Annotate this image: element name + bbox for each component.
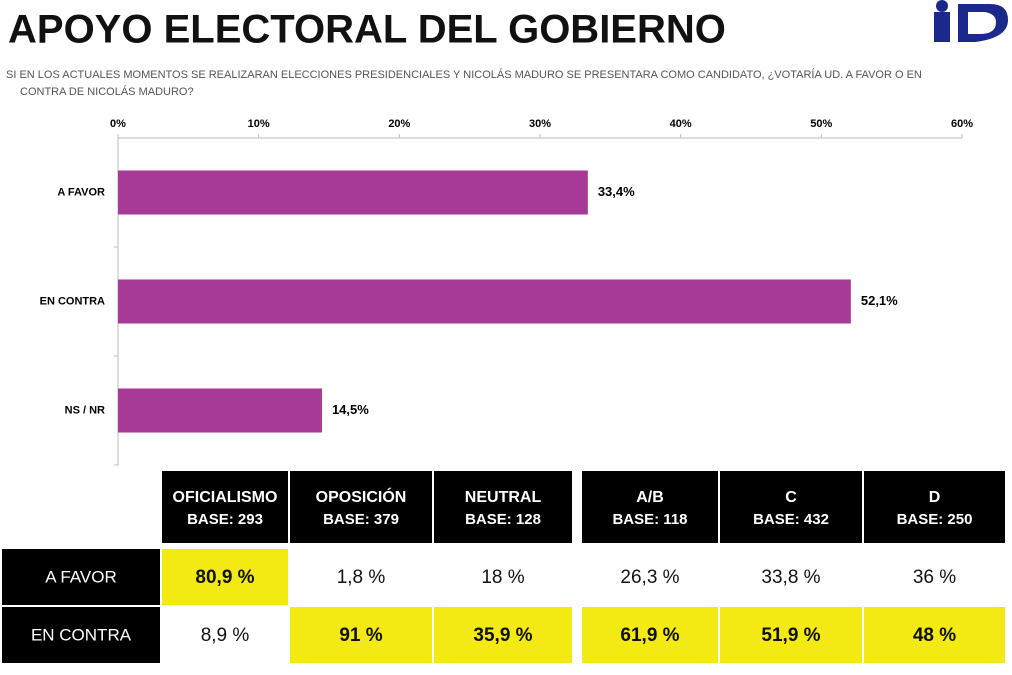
title: APOYO ELECTORAL DEL GOBIERNO bbox=[8, 8, 726, 52]
header-cell bbox=[720, 471, 862, 543]
cell-text: 61,9 % bbox=[620, 625, 679, 646]
bar bbox=[118, 279, 851, 324]
data-label: 52,1% bbox=[861, 293, 898, 308]
cell-text: 36 % bbox=[913, 567, 956, 588]
row-label: A FAVOR bbox=[45, 567, 117, 586]
x-tick-label: 50% bbox=[810, 118, 832, 130]
x-tick-label: 20% bbox=[388, 118, 410, 130]
header-text: C bbox=[785, 489, 797, 506]
table-cell bbox=[434, 607, 572, 663]
x-tick-label: 60% bbox=[951, 118, 973, 130]
cell-text: 91 % bbox=[339, 625, 382, 646]
x-tick-label: 10% bbox=[248, 118, 270, 130]
table-cell bbox=[720, 549, 862, 605]
logo bbox=[934, 0, 1008, 42]
header-cell bbox=[864, 471, 1005, 543]
cell-text: 51,9 % bbox=[761, 625, 820, 646]
cell-text: 80,9 % bbox=[195, 567, 254, 588]
table-cell bbox=[162, 549, 288, 605]
header-text: A/B bbox=[636, 489, 664, 506]
header-text: BASE: 118 bbox=[612, 511, 687, 528]
table-cell bbox=[290, 607, 432, 663]
cell-text: 35,9 % bbox=[473, 625, 532, 646]
header-text: BASE: 293 bbox=[187, 511, 263, 528]
subtitle: CONTRA DE NICOLÁS MADURO? bbox=[20, 85, 194, 98]
header-text: D bbox=[929, 489, 941, 506]
cell-text: 1,8 % bbox=[337, 567, 386, 588]
table-cell bbox=[720, 607, 862, 663]
header-text: OFICIALISMO bbox=[173, 489, 278, 506]
header-text: BASE: 379 bbox=[323, 511, 399, 528]
bar bbox=[118, 388, 322, 433]
header-cell bbox=[290, 471, 432, 543]
y-tick-label: EN CONTRA bbox=[40, 295, 105, 307]
table-cell bbox=[290, 549, 432, 605]
header-text: OPOSICIÓN bbox=[316, 487, 407, 506]
x-tick-label: 0% bbox=[110, 118, 126, 130]
header-text: BASE: 250 bbox=[897, 511, 973, 528]
table-cell bbox=[434, 549, 572, 605]
header-cell bbox=[434, 471, 572, 543]
cell-text: 48 % bbox=[913, 625, 956, 646]
y-tick-label: A FAVOR bbox=[57, 186, 105, 198]
data-label: 14,5% bbox=[332, 402, 369, 417]
row-label-cell bbox=[2, 607, 160, 663]
header-cell bbox=[582, 471, 718, 543]
x-tick-label: 40% bbox=[670, 118, 692, 130]
header-cell bbox=[162, 471, 288, 543]
table-cell bbox=[582, 549, 718, 605]
header-text: NEUTRAL bbox=[465, 489, 542, 506]
header-text: BASE: 128 bbox=[465, 511, 541, 528]
table-cell bbox=[582, 607, 718, 663]
row-label-cell bbox=[2, 549, 160, 605]
table-cell bbox=[864, 549, 1005, 605]
subtitle: SI EN LOS ACTUALES MOMENTOS SE REALIZARA… bbox=[6, 68, 922, 81]
table-cell bbox=[162, 607, 288, 663]
y-tick-label: NS / NR bbox=[65, 404, 105, 416]
cell-text: 33,8 % bbox=[761, 567, 820, 588]
data-label: 33,4% bbox=[598, 184, 635, 199]
bar bbox=[118, 170, 588, 215]
cell-text: 18 % bbox=[481, 567, 524, 588]
cell-text: 8,9 % bbox=[201, 625, 250, 646]
header-text: BASE: 432 bbox=[753, 511, 829, 528]
cell-text: 26,3 % bbox=[620, 567, 679, 588]
table-cell bbox=[864, 607, 1005, 663]
x-tick-label: 30% bbox=[529, 118, 551, 130]
row-label: EN CONTRA bbox=[31, 625, 132, 644]
